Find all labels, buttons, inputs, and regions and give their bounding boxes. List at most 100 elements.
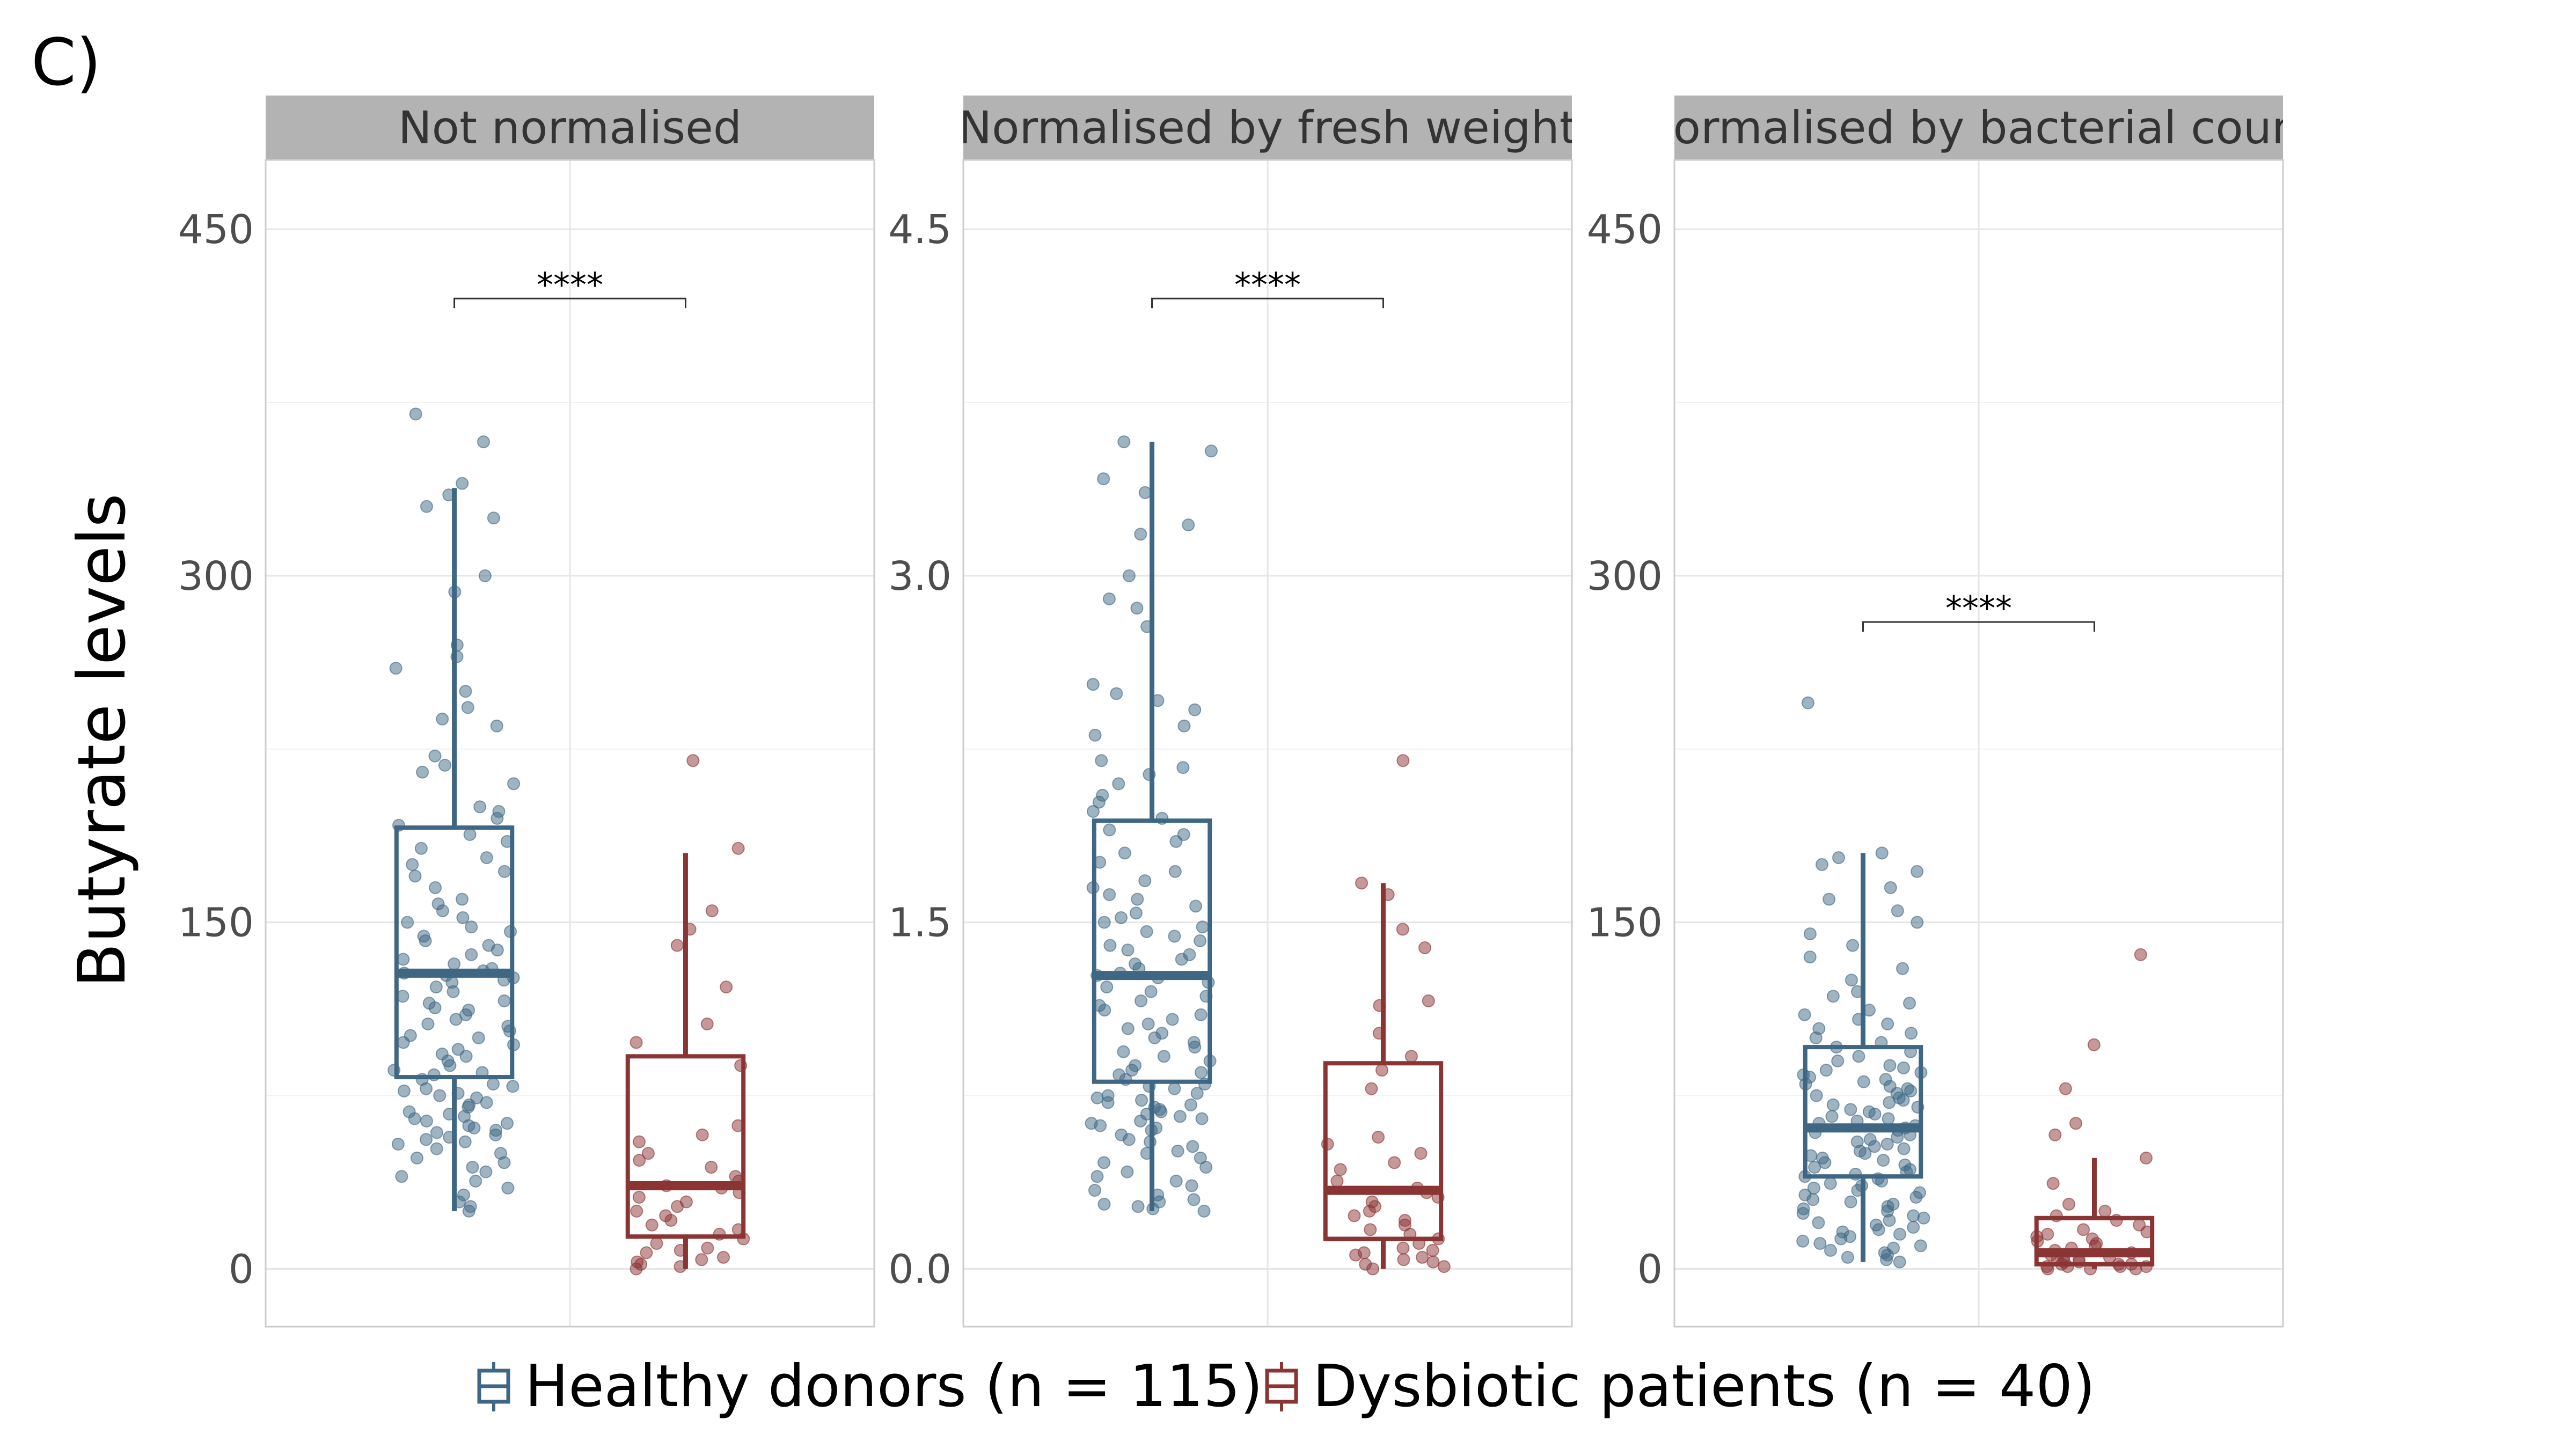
data-point (1891, 904, 1904, 918)
data-point (1194, 1008, 1208, 1021)
data-point (701, 1241, 714, 1255)
data-point (1911, 916, 1924, 929)
data-point (428, 749, 442, 763)
data-point (1148, 1031, 1161, 1044)
legend: Healthy donors (n = 115) Dysbiotic patien… (477, 1353, 2095, 1420)
data-point (1893, 1227, 1906, 1241)
data-point (1891, 1130, 1904, 1144)
data-point (1877, 1154, 1890, 1167)
data-point (1404, 1050, 1418, 1063)
data-point (1166, 1013, 1179, 1026)
data-point (414, 841, 428, 855)
data-point (1110, 687, 1123, 700)
data-point (1194, 934, 1207, 948)
data-point (1365, 1082, 1378, 1095)
data-point (1173, 1110, 1187, 1123)
data-point (1897, 1094, 1910, 1107)
data-point (705, 1160, 718, 1174)
legend-label: Dysbiotic patients (n = 40) (1313, 1353, 2095, 1420)
facet-title: Normalised by fresh weight (958, 101, 1577, 154)
panel-border (962, 159, 1573, 1328)
data-point (459, 685, 472, 698)
data-point (1138, 486, 1152, 499)
box (394, 825, 515, 1080)
data-point (419, 934, 432, 948)
chart-panel-1: Not normalised 0 150 300 450 **** (178, 96, 875, 1328)
data-point (1824, 1177, 1837, 1190)
series-healthy (1796, 696, 1930, 1269)
data-point (1086, 678, 1100, 691)
data-point (397, 1036, 410, 1049)
data-point (430, 1142, 443, 1155)
data-point (717, 1250, 730, 1264)
data-point (1364, 1223, 1377, 1236)
data-point (1905, 1027, 1918, 1040)
data-point (473, 800, 487, 814)
data-point (641, 1147, 655, 1160)
data-point (695, 1253, 708, 1267)
data-point (497, 1156, 511, 1169)
data-point (1363, 1204, 1376, 1218)
data-point (1197, 1204, 1211, 1218)
data-point (1131, 1200, 1145, 1213)
data-point (1171, 1144, 1184, 1158)
data-point (1122, 569, 1136, 582)
data-point (1103, 823, 1116, 837)
data-point (630, 1036, 643, 1049)
data-point (1396, 923, 1409, 936)
data-point (1094, 1119, 1107, 1132)
data-point (465, 920, 478, 934)
data-point (1168, 930, 1181, 943)
data-point (490, 719, 503, 733)
significance-label: **** (1234, 265, 1301, 304)
data-point (1185, 1179, 1198, 1192)
box (1092, 818, 1212, 1084)
data-point (487, 1077, 500, 1091)
data-point (1909, 1190, 1923, 1204)
data-point (632, 1190, 646, 1204)
data-point (1904, 1084, 1918, 1097)
data-point (1112, 777, 1125, 791)
y-tick-label: 450 (1587, 207, 1663, 253)
data-point (1196, 920, 1209, 934)
data-point (2087, 1038, 2101, 1051)
legend-label: Healthy donors (n = 115) (525, 1353, 1263, 1420)
data-point (397, 953, 410, 966)
data-point (1815, 858, 1828, 872)
data-point (686, 754, 700, 767)
data-point (1897, 1061, 1911, 1074)
data-point (1097, 1197, 1111, 1211)
data-point (1334, 1163, 1347, 1176)
data-point (1175, 953, 1188, 966)
data-point (1883, 1059, 1897, 1072)
data-point (487, 511, 500, 525)
data-point (1138, 874, 1152, 888)
y-tick-label: 300 (1587, 553, 1663, 599)
data-point (671, 1200, 684, 1213)
data-point (472, 1031, 485, 1044)
data-point (1366, 1262, 1380, 1276)
data-point (696, 1128, 709, 1141)
data-point (436, 712, 449, 726)
data-point (1883, 1096, 1896, 1109)
data-point (1883, 1213, 1896, 1227)
box (625, 1054, 746, 1239)
panel-label: C) (31, 26, 101, 100)
data-point (1880, 1137, 1894, 1151)
data-point (2139, 1151, 2153, 1165)
significance-bracket (453, 297, 686, 309)
data-point (1826, 990, 1840, 1003)
data-point (1091, 1091, 1104, 1104)
data-point (458, 1135, 472, 1148)
data-point (419, 1133, 433, 1146)
facet-title: Normalised by bacterial count (1640, 101, 2318, 154)
data-point (1858, 1147, 1872, 1160)
data-point (670, 939, 684, 952)
data-point (1135, 994, 1148, 1008)
data-point (1121, 943, 1135, 957)
data-point (461, 701, 474, 714)
data-point (1810, 1089, 1823, 1102)
data-point (420, 500, 433, 513)
data-point (1801, 696, 1814, 709)
